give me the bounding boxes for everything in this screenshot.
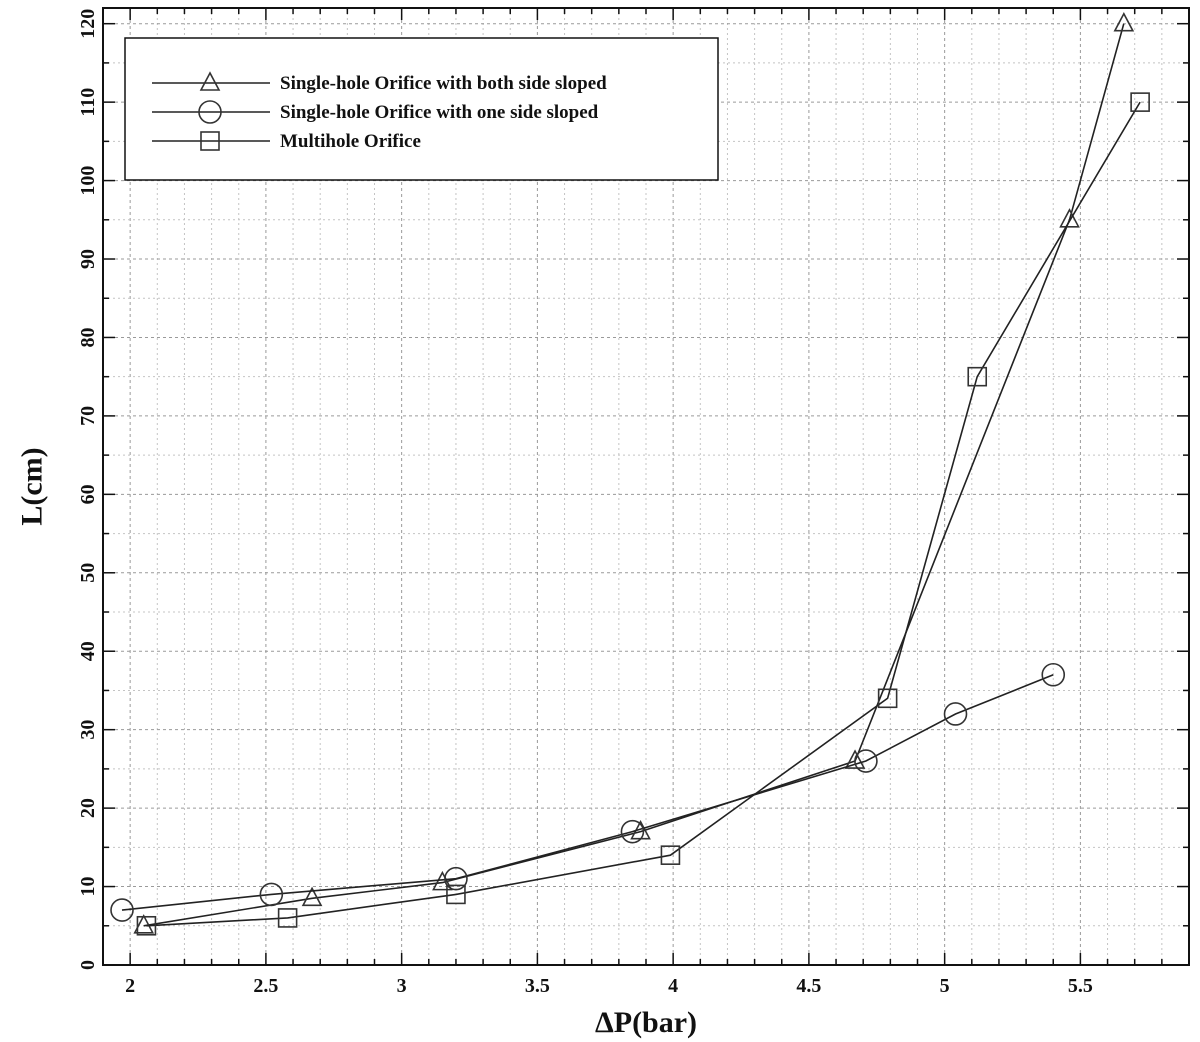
y-axis-title: L(cm)	[16, 447, 49, 525]
legend-circle-marker	[198, 100, 222, 124]
x-tick-label: 3.5	[525, 975, 550, 997]
square-marker	[1130, 92, 1150, 112]
y-tick-label: 120	[77, 9, 99, 39]
legend: Single-hole Orifice with both side slope…	[124, 37, 719, 181]
x-tick-label: 5.5	[1068, 975, 1093, 997]
legend-triangle-marker	[199, 71, 221, 91]
series-line	[146, 101, 1141, 927]
y-tick-labels: 0 10 20 30 40 50 60 70 80 90 100 110 120	[77, 9, 99, 970]
triangle-marker	[133, 914, 155, 934]
axis-ticks	[102, 8, 1190, 966]
x-tick-label: 4.5	[796, 975, 821, 997]
y-tick-label: 90	[77, 249, 99, 269]
series-circle	[110, 662, 1066, 922]
y-tick-label: 30	[77, 720, 99, 740]
x-tick-label: 4	[668, 975, 678, 997]
circle-marker	[943, 702, 968, 726]
y-tick-label: 110	[77, 88, 99, 117]
square-marker	[277, 908, 298, 928]
triangle-marker	[1113, 11, 1135, 32]
series-line	[121, 674, 1054, 911]
y-tick-label: 20	[77, 798, 99, 818]
legend-label: Multihole Orifice	[280, 131, 421, 152]
legend-box	[124, 37, 719, 181]
x-tick-label: 2.5	[253, 975, 278, 997]
y-tick-label: 50	[77, 563, 99, 583]
circle-marker	[259, 882, 284, 907]
square-marker	[660, 845, 681, 865]
square-marker	[136, 915, 157, 936]
y-tick-label: 60	[77, 484, 99, 504]
legend-square-marker	[200, 131, 220, 151]
y-tick-label: 10	[77, 877, 99, 897]
triangle-marker	[301, 886, 323, 907]
square-marker	[446, 884, 466, 905]
y-tick-label: 100	[77, 166, 99, 196]
square-marker	[877, 688, 898, 709]
x-axis-title: ΔP(bar)	[595, 1006, 697, 1039]
circle-marker	[444, 866, 468, 891]
x-tick-labels: 2 2.5 3 3.5 4 4.5 5 5.5	[125, 975, 1093, 997]
circle-marker	[620, 819, 645, 844]
x-tick-label: 5	[940, 975, 950, 997]
x-tick-label: 2	[125, 975, 135, 997]
y-tick-label: 0	[77, 960, 99, 970]
series-square	[136, 92, 1150, 936]
series-layer	[110, 11, 1150, 936]
triangle-marker	[432, 870, 453, 891]
circle-marker	[110, 898, 134, 922]
x-tick-label: 3	[397, 975, 407, 997]
legend-label: Single-hole Orifice with one side sloped	[280, 102, 599, 123]
legend-label: Single-hole Orifice with both side slope…	[280, 73, 607, 94]
square-marker	[967, 366, 988, 387]
y-tick-label: 70	[77, 406, 99, 426]
triangle-marker	[1059, 208, 1080, 228]
y-tick-label: 80	[77, 327, 99, 347]
y-tick-label: 40	[77, 641, 99, 661]
circle-marker	[1041, 662, 1066, 687]
circle-marker	[854, 749, 878, 773]
triangle-marker	[844, 749, 866, 769]
